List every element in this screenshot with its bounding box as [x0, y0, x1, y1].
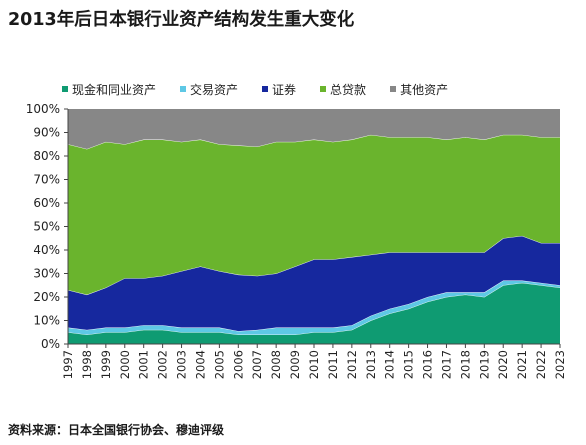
y-tick-label: 20%: [33, 290, 60, 304]
x-tick-label: 2014: [383, 350, 397, 379]
y-tick-label: 90%: [33, 126, 60, 140]
y-tick-label: 30%: [33, 267, 60, 281]
x-tick-label: 2007: [250, 350, 264, 379]
y-tick-label: 40%: [33, 243, 60, 257]
area-series-3: [68, 134, 560, 295]
legend-swatch: [390, 86, 397, 92]
legend-swatch: [180, 86, 187, 92]
x-tick-label: 2017: [439, 350, 453, 379]
legend-item: 其他资产: [390, 80, 448, 98]
x-tick-label: 2012: [345, 350, 359, 379]
x-tick-label: 2002: [156, 350, 170, 379]
legend-swatch: [262, 86, 269, 92]
stacked-area-chart: 0% 10% 20% 30% 40% 50% 60% 70% 80% 90% 100% 1997 199…: [26, 102, 567, 379]
x-tick-label: 2003: [175, 350, 189, 379]
x-tick-label: 2000: [118, 350, 132, 379]
y-tick-label: 50%: [33, 220, 60, 234]
y-tick-label: 10%: [33, 314, 60, 328]
y-tick-label: 80%: [33, 149, 60, 163]
area-series-1: [68, 280, 560, 335]
legend-label: 证券: [272, 82, 297, 97]
x-tick-label: 2015: [402, 350, 416, 379]
source-note: 资料来源：日本全国银行协会、穆迪评级: [8, 423, 225, 437]
area-series-4: [68, 109, 560, 149]
y-tick-label: 70%: [33, 173, 60, 187]
legend-label: 总贷款: [330, 82, 367, 97]
x-tick-label: 2018: [458, 350, 472, 379]
x-tick-label: 1998: [80, 350, 94, 379]
x-tick-label: 2008: [269, 350, 283, 379]
area-series-0: [68, 282, 560, 344]
x-tick-label: 1999: [99, 350, 113, 379]
y-tick-label: 100%: [26, 102, 60, 116]
area-series-2: [68, 235, 560, 332]
legend-swatch: [62, 86, 68, 92]
legend-label: 其他资产: [400, 82, 449, 97]
legend-swatch: [320, 86, 327, 92]
legend-label: 交易资产: [190, 82, 239, 97]
x-tick-label: 2006: [231, 350, 245, 379]
x-tick-label: 2020: [496, 350, 510, 379]
x-tick-label: 2005: [212, 350, 226, 379]
x-tick-label: 1997: [61, 350, 75, 379]
legend-label: 现金和同业资产: [72, 82, 157, 97]
chart-title: 2013年后日本银行业资产结构发生重大变化: [8, 10, 355, 30]
x-tick-label: 2016: [421, 350, 435, 379]
x-tick-label: 2023: [553, 350, 567, 379]
x-tick-label: 2013: [364, 350, 378, 379]
legend-item: 证券: [262, 80, 296, 98]
x-tick-label: 2001: [137, 350, 151, 379]
y-tick-label: 0%: [41, 337, 60, 351]
x-tick-label: 2011: [326, 350, 340, 379]
x-tick-label: 2021: [515, 350, 529, 379]
x-tick-label: 2019: [477, 350, 491, 379]
x-tick-label: 2009: [288, 350, 302, 379]
x-tick-label: 2004: [193, 350, 207, 379]
y-tick-label: 60%: [33, 196, 60, 210]
x-tick-label: 2010: [307, 350, 321, 379]
chart-legend: 现金和同业资产 交易资产 证券 总贷款 其他资产: [62, 80, 472, 98]
x-tick-label: 2022: [534, 350, 548, 379]
legend-item: 现金和同业资产: [62, 80, 156, 98]
legend-item: 总贷款: [320, 80, 366, 98]
legend-item: 交易资产: [180, 80, 238, 98]
